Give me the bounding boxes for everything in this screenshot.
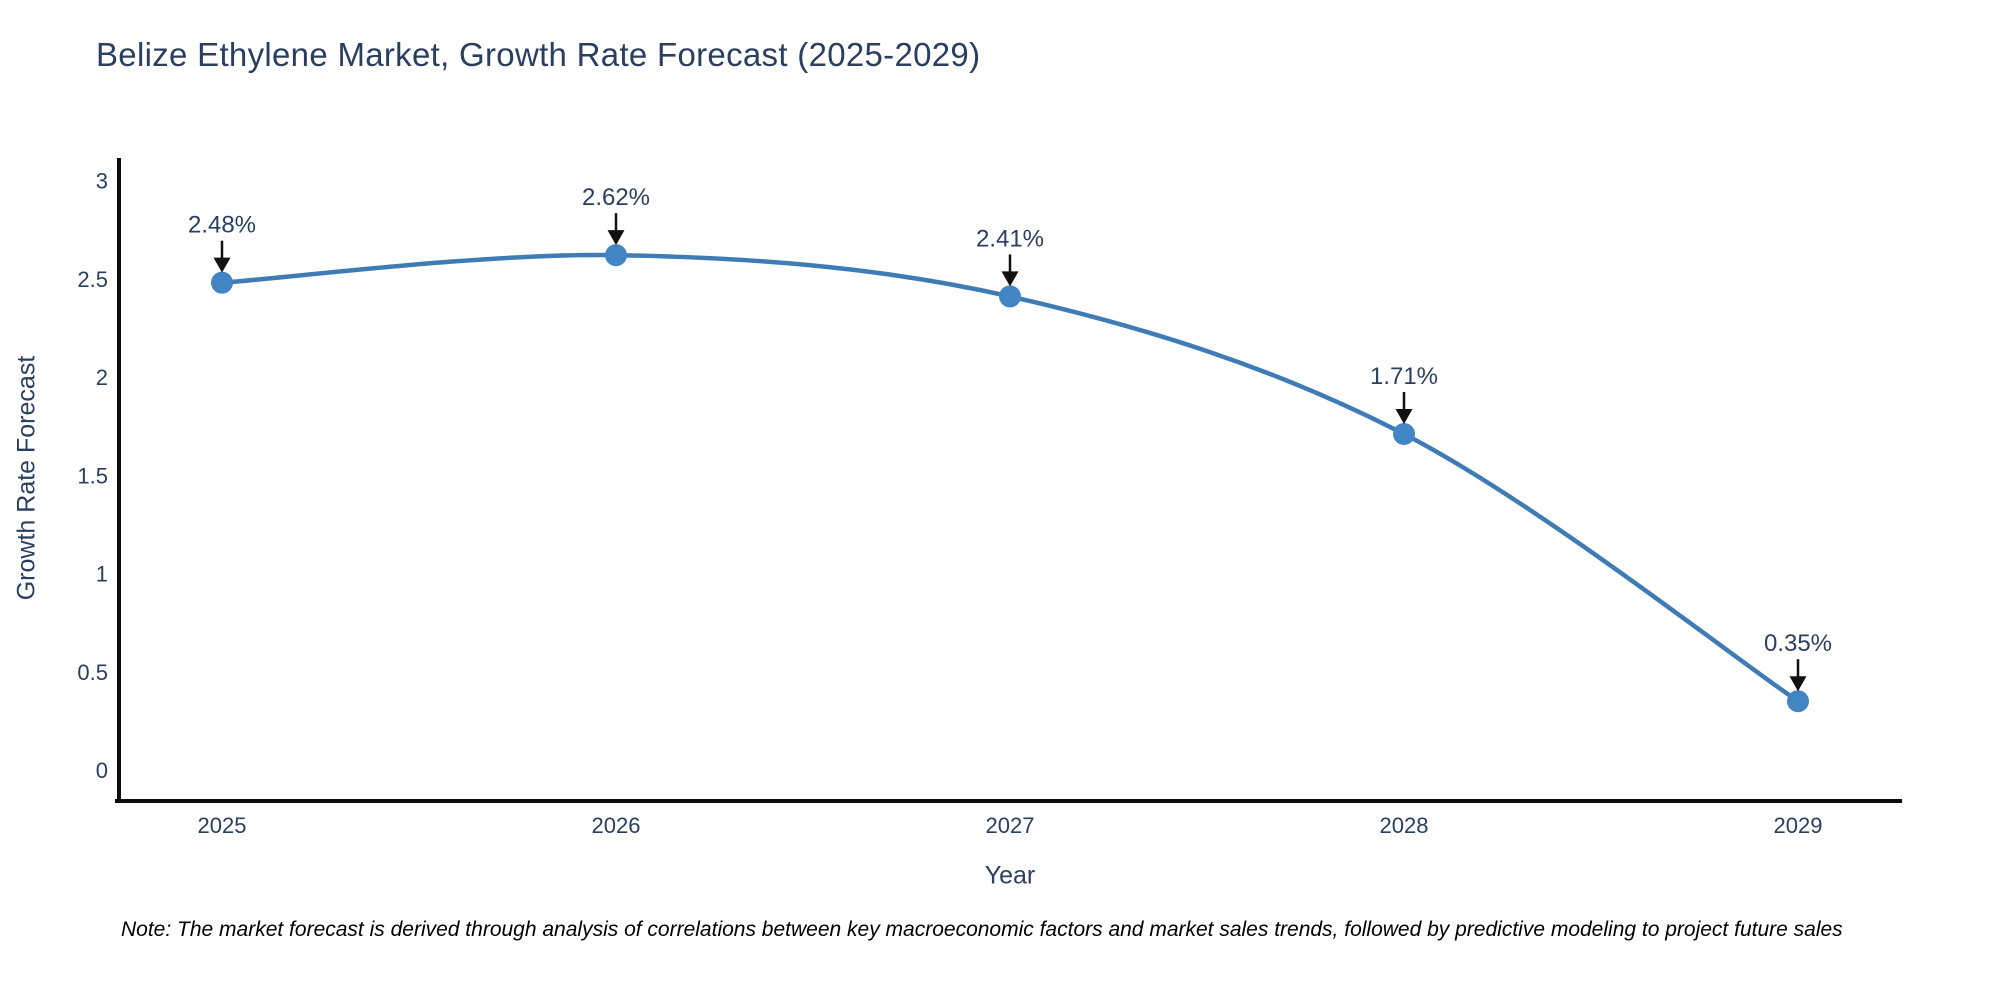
x-tick-label: 2025 [198,813,247,838]
x-tick-label: 2029 [1774,813,1823,838]
data-point-label: 0.35% [1764,630,1832,657]
y-tick-label: 1 [96,562,108,587]
y-tick-label: 3 [96,169,108,194]
annotation-arrowhead-icon [1789,676,1807,692]
x-tick-label: 2026 [592,813,641,838]
y-tick-label: 2 [96,365,108,390]
y-tick-label: 2.5 [77,267,108,292]
data-point-label: 2.62% [582,184,650,211]
annotation-arrowhead-icon [607,230,625,246]
x-axis-title: Year [984,861,1036,890]
data-point-marker [605,244,627,267]
y-tick-label: 0 [96,758,108,783]
footnote: Note: The market forecast is derived thr… [121,918,1843,941]
data-point-label: 1.71% [1370,363,1438,390]
data-point-marker [1393,422,1415,445]
data-point-marker [1787,690,1809,713]
y-tick-label: 0.5 [77,660,108,685]
x-tick-label: 2027 [986,813,1035,838]
x-tick-label: 2028 [1380,813,1429,838]
chart-title: Belize Ethylene Market, Growth Rate Fore… [96,36,981,73]
data-point-marker [211,271,233,294]
data-point-label: 2.48% [188,212,256,239]
data-point-marker [999,285,1021,308]
y-tick-label: 1.5 [77,463,108,488]
forecast-line [219,252,1801,704]
data-point-label: 2.41% [976,225,1044,252]
annotation-arrowhead-icon [213,257,231,273]
annotation-arrowhead-icon [1001,271,1019,287]
annotation-arrowhead-icon [1395,408,1413,424]
